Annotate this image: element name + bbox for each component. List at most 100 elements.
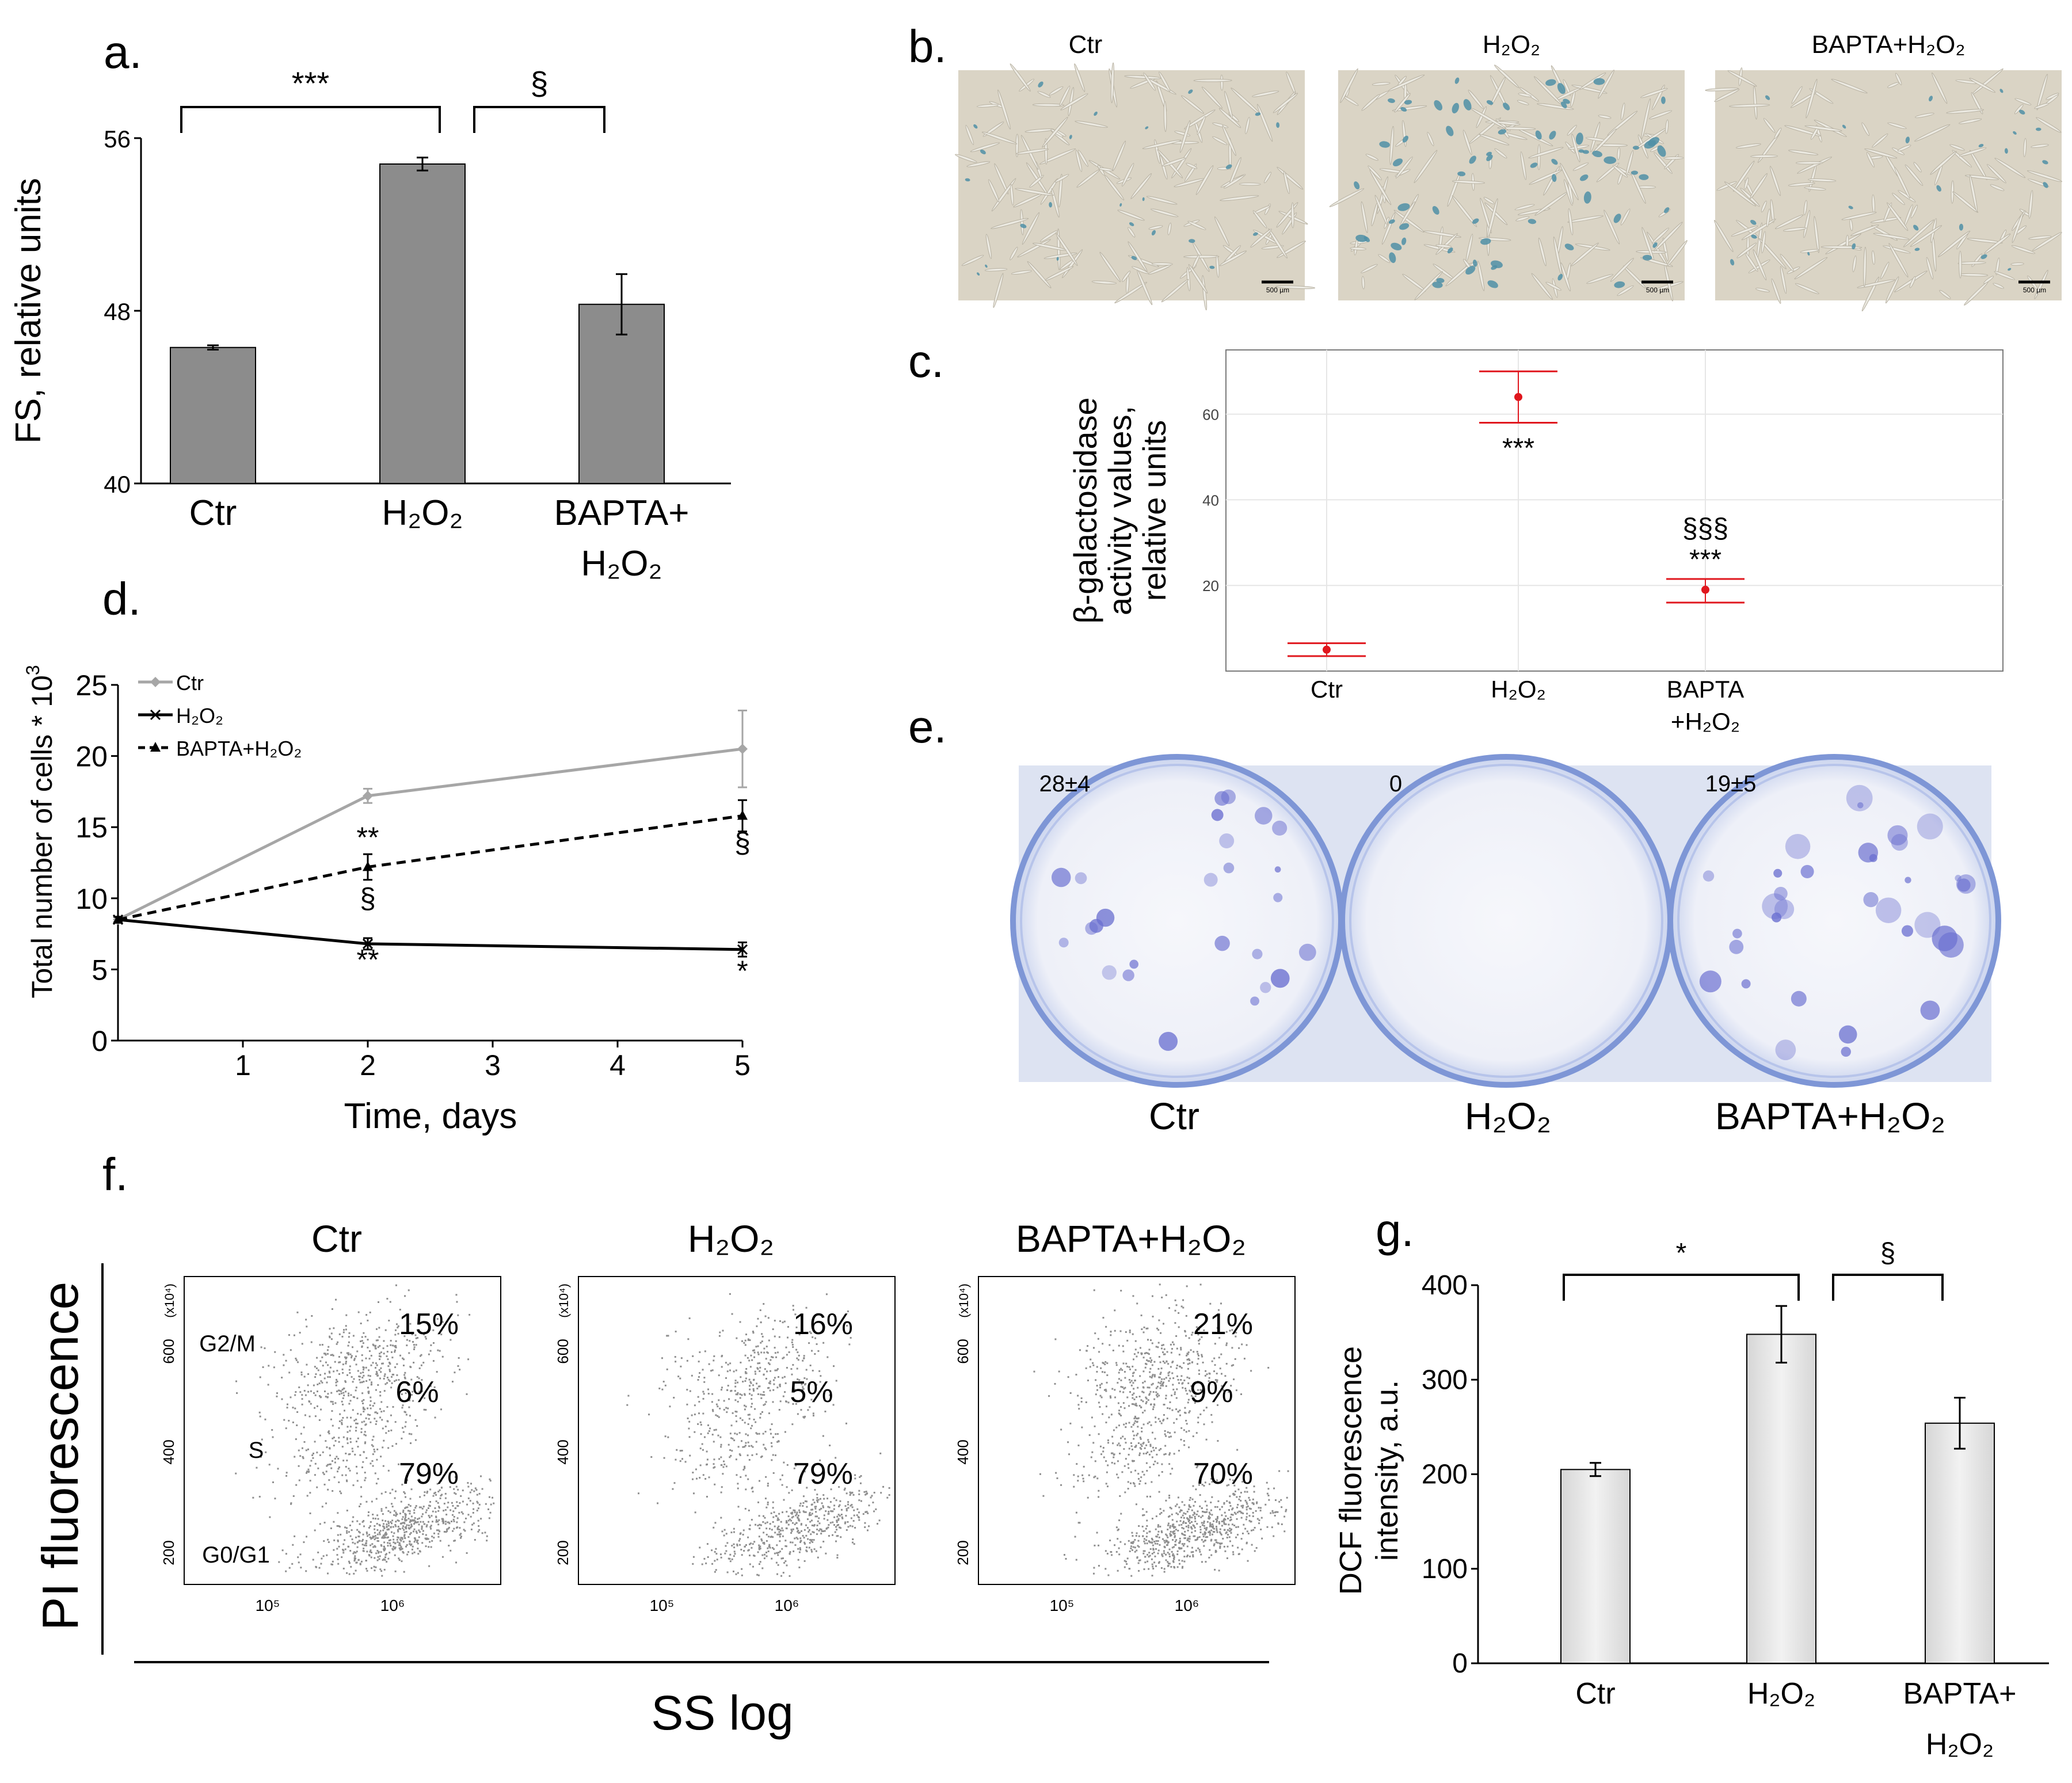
f-event-2-1-268: [1203, 1423, 1205, 1426]
f-event-1-0-455: [877, 1523, 879, 1525]
f-event-0-0-242: [360, 1503, 362, 1505]
f-event-2-0-430: [1187, 1526, 1190, 1529]
f-event-1-1-273: [771, 1356, 773, 1358]
f-event-0-0-550: [432, 1495, 435, 1497]
f-event-2-0-370: [1168, 1563, 1171, 1565]
f-event-1-0-266: [765, 1527, 768, 1530]
f-event-0-2-74: [342, 1417, 344, 1419]
stained-cell-1-2: [1465, 266, 1476, 275]
cell-0-39: [1074, 63, 1085, 92]
f-event-1-0-373: [782, 1557, 784, 1560]
f-event-2-0-522: [1182, 1514, 1184, 1517]
f-event-2-0-477: [1203, 1527, 1206, 1529]
f-event-0-1-456: [317, 1383, 319, 1385]
f-event-1-0-179: [818, 1530, 820, 1532]
f-event-1-1-188: [687, 1417, 689, 1419]
f-event-0-0-15: [356, 1520, 359, 1522]
f-event-1-1-70: [768, 1386, 770, 1389]
f-event-2-0-679: [1278, 1470, 1281, 1472]
f-event-0-0-211: [441, 1494, 443, 1496]
f-event-0-1-289: [389, 1380, 391, 1382]
stained-cell-0-20: [1131, 256, 1137, 260]
f-event-2-0-450: [1179, 1540, 1181, 1542]
f-event-2-1-193: [1141, 1328, 1143, 1330]
f-event-0-1-360: [413, 1362, 415, 1364]
f-event-0-2-24: [391, 1445, 394, 1447]
f-event-0-1-517: [381, 1362, 383, 1365]
f-event-1-1-274: [763, 1303, 765, 1305]
colony-2-11: [1800, 864, 1814, 878]
f-event-0-0-186: [377, 1556, 379, 1558]
cell-2-133: [1969, 78, 1995, 93]
f-event-2-0-293: [1251, 1502, 1254, 1504]
f-event-2-1-516: [1100, 1382, 1103, 1385]
f-event-2-1-254: [1187, 1363, 1189, 1365]
cell-1-84: [1662, 237, 1669, 262]
f-event-2-0-699: [1168, 1515, 1170, 1518]
f-event-0-2-149: [394, 1421, 397, 1423]
f-axis-unit-2: (x10⁴): [957, 1283, 971, 1318]
f-event-1-1-61: [675, 1331, 677, 1333]
f-event-0-1-215: [395, 1379, 398, 1381]
f-event-0-1-12: [378, 1355, 380, 1357]
f-event-1-0-156: [726, 1542, 729, 1544]
f-event-2-0-521: [1163, 1571, 1166, 1573]
f-event-2-0-176: [1266, 1481, 1268, 1484]
f-event-1-1-150: [833, 1365, 835, 1367]
f-event-1-0-497: [851, 1525, 854, 1527]
f-event-0-1-208: [374, 1367, 376, 1369]
f-event-0-0-618: [428, 1515, 430, 1517]
f-event-1-0-352: [852, 1538, 854, 1541]
cell-2-33: [2032, 232, 2062, 252]
f-event-2-0-244: [1196, 1538, 1198, 1540]
f-event-2-1-220: [1111, 1388, 1114, 1390]
f-event-2-0-646: [1157, 1562, 1160, 1564]
f-event-0-2-13: [334, 1458, 336, 1460]
f-event-1-0-133: [784, 1560, 787, 1563]
f-event-1-0-380: [771, 1557, 773, 1560]
f-event-0-0-688: [434, 1507, 436, 1509]
f-event-0-2-147: [355, 1465, 357, 1468]
g-bar-1: [1746, 1334, 1816, 1664]
c-category-label-0-0: Ctr: [1311, 676, 1343, 703]
f-event-0-0-485: [459, 1534, 461, 1536]
panel-letter-f: f.: [102, 1149, 128, 1200]
cell-0-137: [1045, 266, 1074, 281]
f-event-2-1-343: [1182, 1299, 1184, 1301]
f-event-0-0-77: [374, 1569, 376, 1572]
f-event-0-1-304: [290, 1396, 292, 1399]
cell-0-109: [1220, 195, 1259, 201]
cell-2-17: [1714, 89, 1740, 102]
f-event-2-1-246: [1195, 1326, 1198, 1328]
f-event-0-0-133: [457, 1488, 459, 1491]
f-event-0-0-575: [430, 1546, 432, 1548]
f-event-1-1-240: [735, 1393, 737, 1396]
f-event-0-1-305: [314, 1415, 317, 1418]
f-event-0-1-419: [283, 1354, 285, 1356]
f-event-1-0-509: [743, 1550, 745, 1552]
f-event-1-0-282: [725, 1545, 727, 1547]
f-event-1-2-48: [772, 1472, 775, 1474]
f-event-1-0-154: [843, 1489, 845, 1491]
f-event-2-1-152: [1161, 1296, 1163, 1298]
a-category-label-1-0: H₂O₂: [382, 493, 463, 533]
f-event-1-0-372: [872, 1502, 874, 1504]
f-event-0-1-502: [417, 1337, 419, 1339]
f-event-2-2-162: [1082, 1477, 1084, 1480]
f-event-0-2-45: [356, 1422, 359, 1424]
f-event-1-1-79: [722, 1329, 724, 1332]
f-event-2-0-423: [1167, 1542, 1169, 1544]
f-event-2-0-97: [1237, 1526, 1239, 1528]
f-event-1-0-346: [845, 1508, 848, 1510]
f-event-2-0-519: [1280, 1499, 1282, 1501]
f-event-0-0-384: [392, 1526, 394, 1528]
f-event-0-1-199: [440, 1334, 443, 1336]
f-event-2-2-38: [1145, 1444, 1148, 1446]
f-event-1-1-378: [768, 1363, 771, 1365]
f-event-1-2-42: [729, 1433, 732, 1435]
f-event-0-0-148: [378, 1531, 380, 1534]
f-event-2-1-17: [1238, 1347, 1240, 1349]
f-event-1-0-114: [880, 1492, 882, 1494]
f-event-2-0-339: [1202, 1533, 1204, 1536]
f-event-2-1-517: [1203, 1409, 1205, 1412]
